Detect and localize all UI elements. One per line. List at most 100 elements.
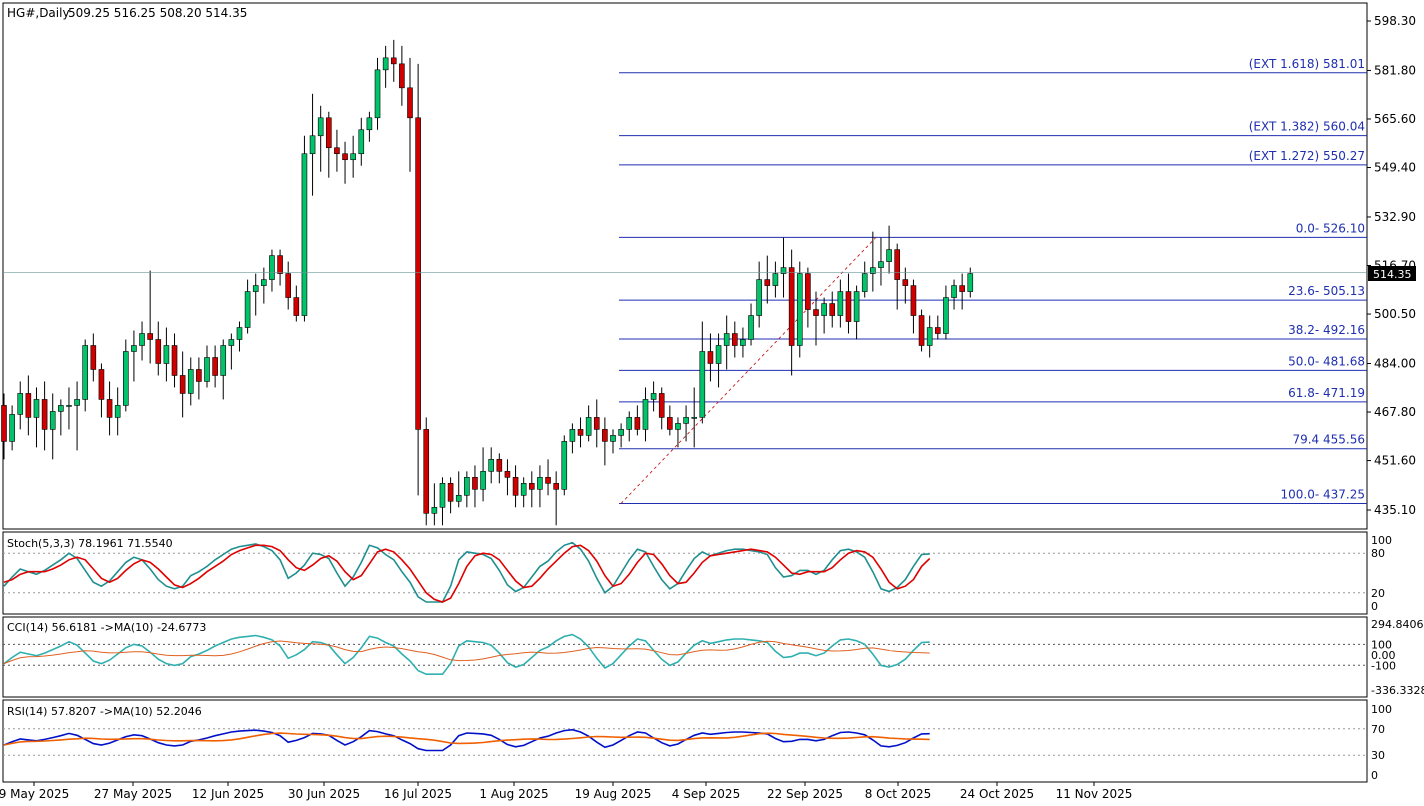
rsi-panel-border — [2, 699, 1368, 783]
candle-body — [918, 315, 925, 346]
date-tick-label: 1 Aug 2025 — [479, 787, 548, 801]
candle-body — [602, 429, 608, 442]
rsi-tick-label: 30 — [1371, 749, 1385, 762]
candle-body — [813, 309, 819, 316]
candle-body — [49, 411, 56, 430]
fibonacci-levels: (EXT 1.618) 581.01 (EXT 1.382) 560.04 (EXT… — [619, 57, 1367, 505]
candle-body — [780, 267, 787, 274]
cci-ma-line — [3, 640, 930, 665]
candle-body — [407, 87, 413, 119]
cci-tick-label: 100 — [1371, 638, 1392, 651]
price-axis: 598.30581.80565.60549.40532.90516.70500.… — [3, 14, 1416, 517]
candle-body — [488, 459, 495, 472]
candle-body — [350, 153, 356, 161]
candle-body — [926, 327, 933, 346]
price-tick-label: 549.40 — [1374, 161, 1416, 175]
date-tick-label: 8 Oct 2025 — [865, 787, 932, 801]
candle-body — [131, 345, 137, 352]
candle-body — [447, 483, 454, 502]
candle-body — [691, 417, 698, 419]
candle-body — [943, 297, 949, 334]
candle-body — [33, 399, 40, 418]
candle-body — [699, 351, 706, 418]
candle-body — [269, 255, 275, 280]
candle-body — [163, 345, 170, 364]
candle-body — [285, 273, 292, 298]
candle-body — [853, 291, 860, 322]
stoch-main-line — [3, 541, 930, 603]
candle-body — [171, 345, 178, 376]
price-tick-label: 500.50 — [1374, 307, 1416, 321]
candle-body — [106, 399, 113, 418]
candle-body — [805, 273, 811, 310]
candle-body — [196, 369, 202, 382]
date-tick-label: 11 Nov 2025 — [1056, 787, 1133, 801]
fib-diagonal — [620, 237, 877, 504]
date-tick-label: 22 Sep 2025 — [767, 787, 843, 801]
candle-body — [683, 417, 689, 424]
date-tick-label: 24 Oct 2025 — [960, 787, 1034, 801]
stoch-signal-line — [3, 544, 931, 603]
rsi-ma-line — [3, 732, 930, 746]
candle-body — [374, 69, 381, 119]
current-price-tag — [1368, 266, 1416, 281]
candle-body — [309, 135, 316, 155]
candle-body — [212, 357, 218, 376]
candle-body — [423, 429, 430, 514]
candle-body — [480, 471, 486, 490]
candle-body — [220, 345, 227, 376]
candle-body — [756, 279, 762, 316]
price-tick-label: 484.00 — [1374, 356, 1416, 370]
candle-body — [317, 117, 324, 137]
date-tick-label: 27 May 2025 — [94, 787, 172, 801]
ohlc-values: 509.25 516.25 508.20 514.35 — [68, 6, 247, 20]
candle-body — [74, 399, 80, 406]
stoch-panel-border — [2, 531, 1368, 615]
candle-body — [439, 483, 446, 508]
candle-body — [715, 345, 722, 364]
candle-body — [25, 393, 32, 418]
main-panel-border — [2, 2, 1368, 530]
cci-tick-label: 294.8406 — [1371, 618, 1424, 631]
date-tick-label: 19 Aug 2025 — [575, 787, 652, 801]
candle-body — [496, 459, 503, 472]
candle-body — [878, 261, 884, 268]
candle-body — [658, 393, 665, 418]
fib-level-label: (EXT 1.272) 550.27 — [1249, 149, 1365, 163]
candle-body — [512, 477, 519, 496]
candle-body — [66, 405, 72, 407]
candle-body — [17, 393, 24, 415]
candle-body — [325, 117, 332, 149]
candle-body — [561, 441, 568, 490]
candle-body — [301, 153, 308, 316]
candle-body — [610, 435, 616, 442]
candle-body — [123, 351, 129, 406]
fib-level-label: (EXT 1.382) 560.04 — [1249, 120, 1365, 134]
candle-body — [9, 414, 15, 442]
fib-level-label: 38.2- 492.16 — [1288, 323, 1365, 337]
candle-body — [472, 477, 478, 490]
candle-body — [667, 417, 673, 430]
fib-level-label: 50.0- 481.68 — [1288, 354, 1365, 368]
candle-body — [764, 279, 771, 286]
candle-body — [577, 429, 584, 436]
candle-body — [179, 375, 186, 394]
candle-body — [772, 273, 779, 286]
candle-body — [934, 327, 941, 334]
cci-panel-border — [2, 616, 1368, 698]
candle-body — [537, 477, 543, 490]
candle-body — [959, 285, 965, 292]
fib-trendline — [620, 237, 877, 504]
rsi-label: RSI(14) 57.8207 ->MA(10) 52.2046 — [7, 705, 202, 718]
candle-body — [642, 399, 649, 430]
candle-body — [261, 279, 267, 286]
candle-body — [675, 423, 681, 430]
stoch-tick-label: 80 — [1371, 547, 1385, 560]
fib-level-label: 100.0- 437.25 — [1281, 488, 1366, 502]
candle-body — [902, 279, 909, 286]
date-tick-label: 16 Jul 2025 — [384, 787, 452, 801]
candle-body — [910, 285, 917, 316]
current-price-label: 514.35 — [1373, 268, 1412, 281]
candle-body — [41, 399, 48, 430]
